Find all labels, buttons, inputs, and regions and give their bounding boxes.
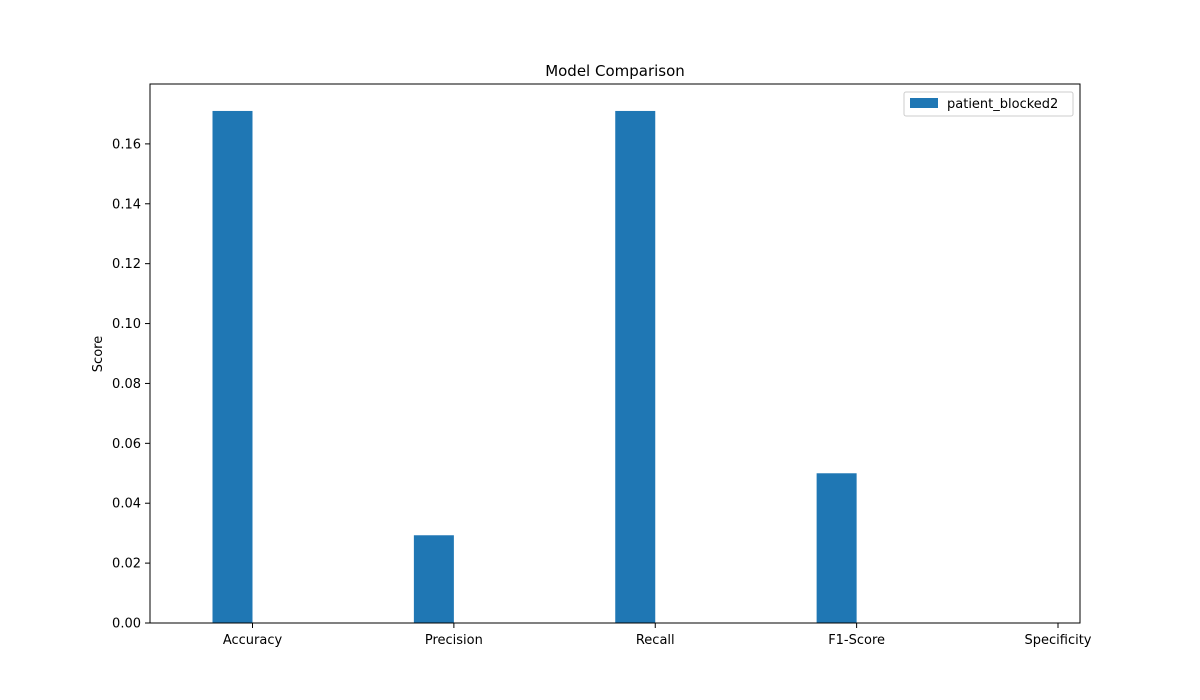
legend-frame [903,91,1074,117]
legend-swatch [910,98,938,108]
legend-label: patient_blocked2 [947,97,1058,112]
legend: patient_blocked2 [903,91,1074,117]
y-axis-ticks: 0.00 0.02 0.04 0.06 0.08 0.10 0.12 0.14 0.16 [112,137,150,632]
x-tick-label: Specificity [1025,633,1092,648]
y-tick-label: 0.06 [112,437,141,452]
y-axis-label: Score [91,336,106,372]
y-tick-label: 0.14 [112,197,141,212]
x-tick-label: Precision [425,633,483,648]
y-tick-label: 0.10 [112,317,141,332]
y-tick-label: 0.08 [112,377,141,392]
bar-accuracy [212,110,253,623]
x-axis-ticks: Accuracy Precision Recall F1-Score Specifici… [223,623,1092,648]
y-tick-label: 0.04 [112,497,141,512]
x-tick-label: F1-Score [828,633,885,648]
bars [212,110,857,623]
chart-title: Model Comparison [545,62,685,80]
y-tick-label: 0.16 [112,137,141,152]
bar-precision [413,535,454,623]
bar-recall [615,110,656,623]
y-tick-label: 0.12 [112,257,141,272]
y-tick-label: 0.02 [112,557,141,572]
plot-frame [149,83,1081,624]
x-tick-label: Accuracy [223,633,283,648]
x-tick-label: Recall [636,633,675,648]
plot-area [149,83,1081,624]
bar-f1-score [816,473,857,623]
y-tick-label: 0.00 [112,617,141,632]
